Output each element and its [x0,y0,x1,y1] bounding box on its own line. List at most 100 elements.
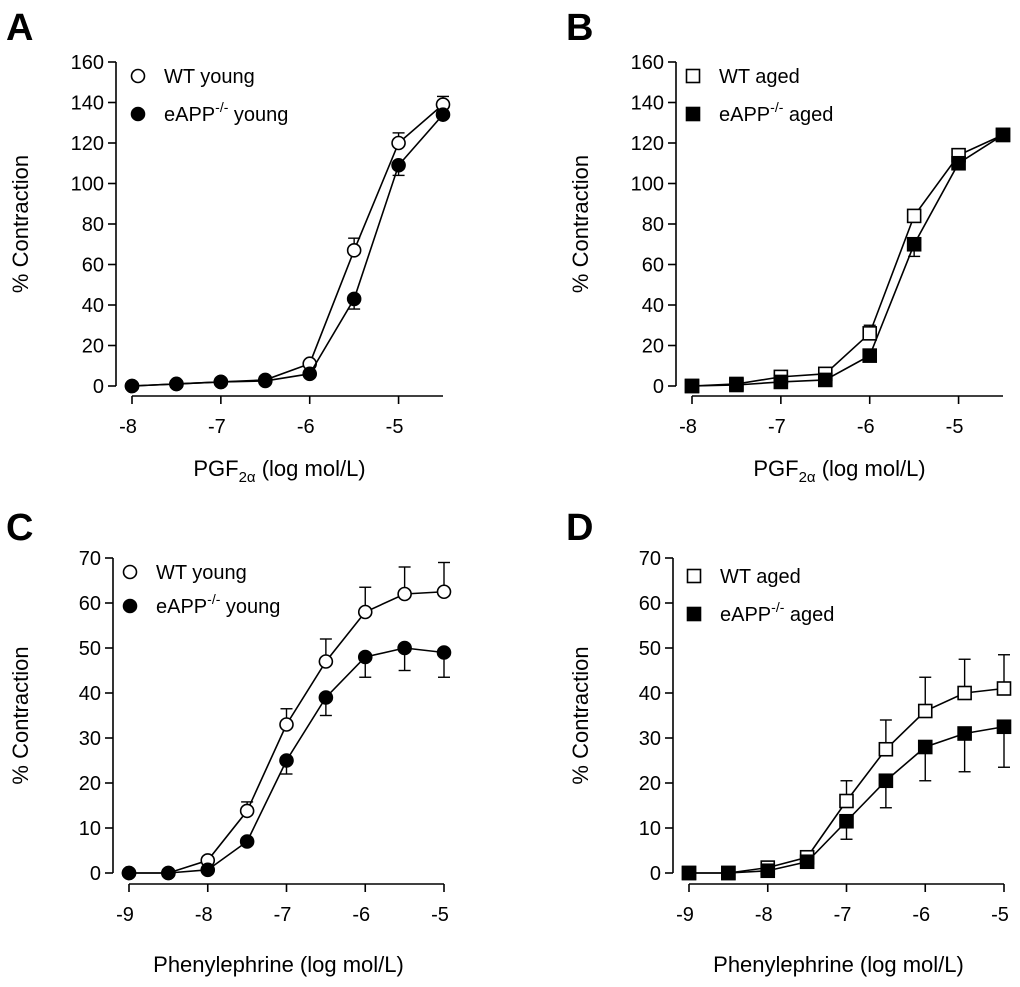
data-point [161,865,176,881]
data-point [681,865,697,881]
legend-label-main: eAPP [719,104,770,126]
data-point [169,376,184,392]
legend-label-main: eAPP [164,104,215,126]
panel-b-letter: B [566,7,593,49]
legend-marker [685,68,701,84]
panel-c: C 0 10 20 30 40 50 60 70 -9 -8 -7 -6 -5 % Contraction P… [6,507,452,977]
y-tick-label: 70 [639,548,661,570]
x-tick-label: -5 [386,416,404,438]
legend-label-rest: aged [784,604,834,626]
y-tick-label: 30 [639,728,661,750]
data-point [839,813,854,829]
legend-label: WT aged [719,66,800,88]
x-axis-label-main: Phenylephrine (log mol/L) [713,952,964,977]
data-point [346,291,362,307]
data-point [391,135,406,151]
y-tick-label: 60 [79,593,101,615]
x-tick-label: -8 [195,904,213,926]
data-point [917,703,933,719]
series-eapp [121,640,452,881]
y-tick-label: 0 [653,376,664,398]
legend-label-rest: young [228,104,288,126]
y-tick-label: 0 [650,863,661,885]
legend-label-main: WT young [164,66,255,88]
legend-label: eAPP-/- young [156,591,280,618]
x-axis-label: Phenylephrine (log mol/L) [713,952,964,977]
legend-marker [130,68,146,84]
data-point [878,741,894,757]
y-tick-label: 20 [82,336,104,358]
y-tick-label: 140 [71,93,104,115]
x-tick-label: -5 [946,416,964,438]
series-wt [124,95,451,394]
data-point [213,374,229,390]
data-point [257,373,273,389]
data-point [302,366,318,382]
data-point [996,681,1012,696]
series-line [129,590,445,874]
y-tick-label: 140 [631,93,664,115]
x-tick-label: -6 [857,416,875,438]
legend-marker [122,598,138,614]
x-tick-label: -6 [297,416,315,438]
data-point [436,645,452,660]
legend-label-superscript: -/- [207,591,221,607]
legend-label-main: WT aged [719,66,800,88]
legend-label: WT aged [720,566,801,588]
legend-label-main: eAPP [156,596,207,618]
y-tick-label: 20 [639,773,661,795]
y-tick-label: 40 [642,295,664,317]
x-tick-label: -6 [912,904,930,926]
data-point [799,854,815,870]
x-axis-label-rest: (log mol/L) [256,456,366,481]
x-tick-label: -5 [991,904,1009,926]
series-wt [121,561,452,881]
x-tick-label: -8 [679,416,697,438]
y-tick-label: 0 [90,863,101,885]
data-point [357,649,373,665]
legend-label: eAPP-/- young [164,99,288,126]
data-point [397,640,412,656]
data-point [729,377,744,393]
data-point [906,208,922,224]
legend-label-superscript: -/- [215,99,229,115]
data-point [862,326,878,341]
series-eapp [681,719,1012,881]
panel-a-letter: A [6,7,33,49]
x-axis-label-main: Phenylephrine (log mol/L) [153,952,404,977]
data-point [239,803,255,819]
y-tick-label: 100 [631,174,664,196]
y-axis-label: % Contraction [8,646,33,784]
data-point [862,348,878,363]
y-tick-label: 10 [639,818,661,840]
legend-label-superscript: -/- [770,99,784,115]
y-tick-label: 80 [642,214,664,236]
x-axis-label-subscript: 2α [239,469,256,486]
data-point [957,726,972,741]
panel-b: B 0 20 40 60 80 100 120 140 160 -8 -7 -6 -5 % Contract… [566,7,1011,486]
y-tick-label: 10 [79,818,101,840]
data-point [391,157,406,173]
y-axis-label: % Contraction [8,155,33,293]
data-point [436,584,452,600]
legend-marker [685,106,701,122]
y-tick-label: 160 [631,52,664,74]
legend-marker [686,568,702,584]
x-axis-label: PGF2α (log mol/L) [753,456,925,486]
y-tick-label: 70 [79,548,101,570]
legend-marker [122,564,138,580]
x-axis-label-main: PGF [753,456,798,481]
x-tick-label: -7 [208,416,226,438]
y-tick-label: 40 [82,295,104,317]
x-axis-label-main: PGF [193,456,238,481]
x-tick-label: -9 [676,904,694,926]
series-eapp [684,127,1011,394]
legend-marker [686,606,702,622]
data-point [435,107,451,122]
series-line [691,134,1004,387]
y-tick-label: 30 [79,728,101,750]
legend-label-rest: young [220,596,280,618]
data-point [878,773,894,789]
series-wt [681,654,1012,881]
